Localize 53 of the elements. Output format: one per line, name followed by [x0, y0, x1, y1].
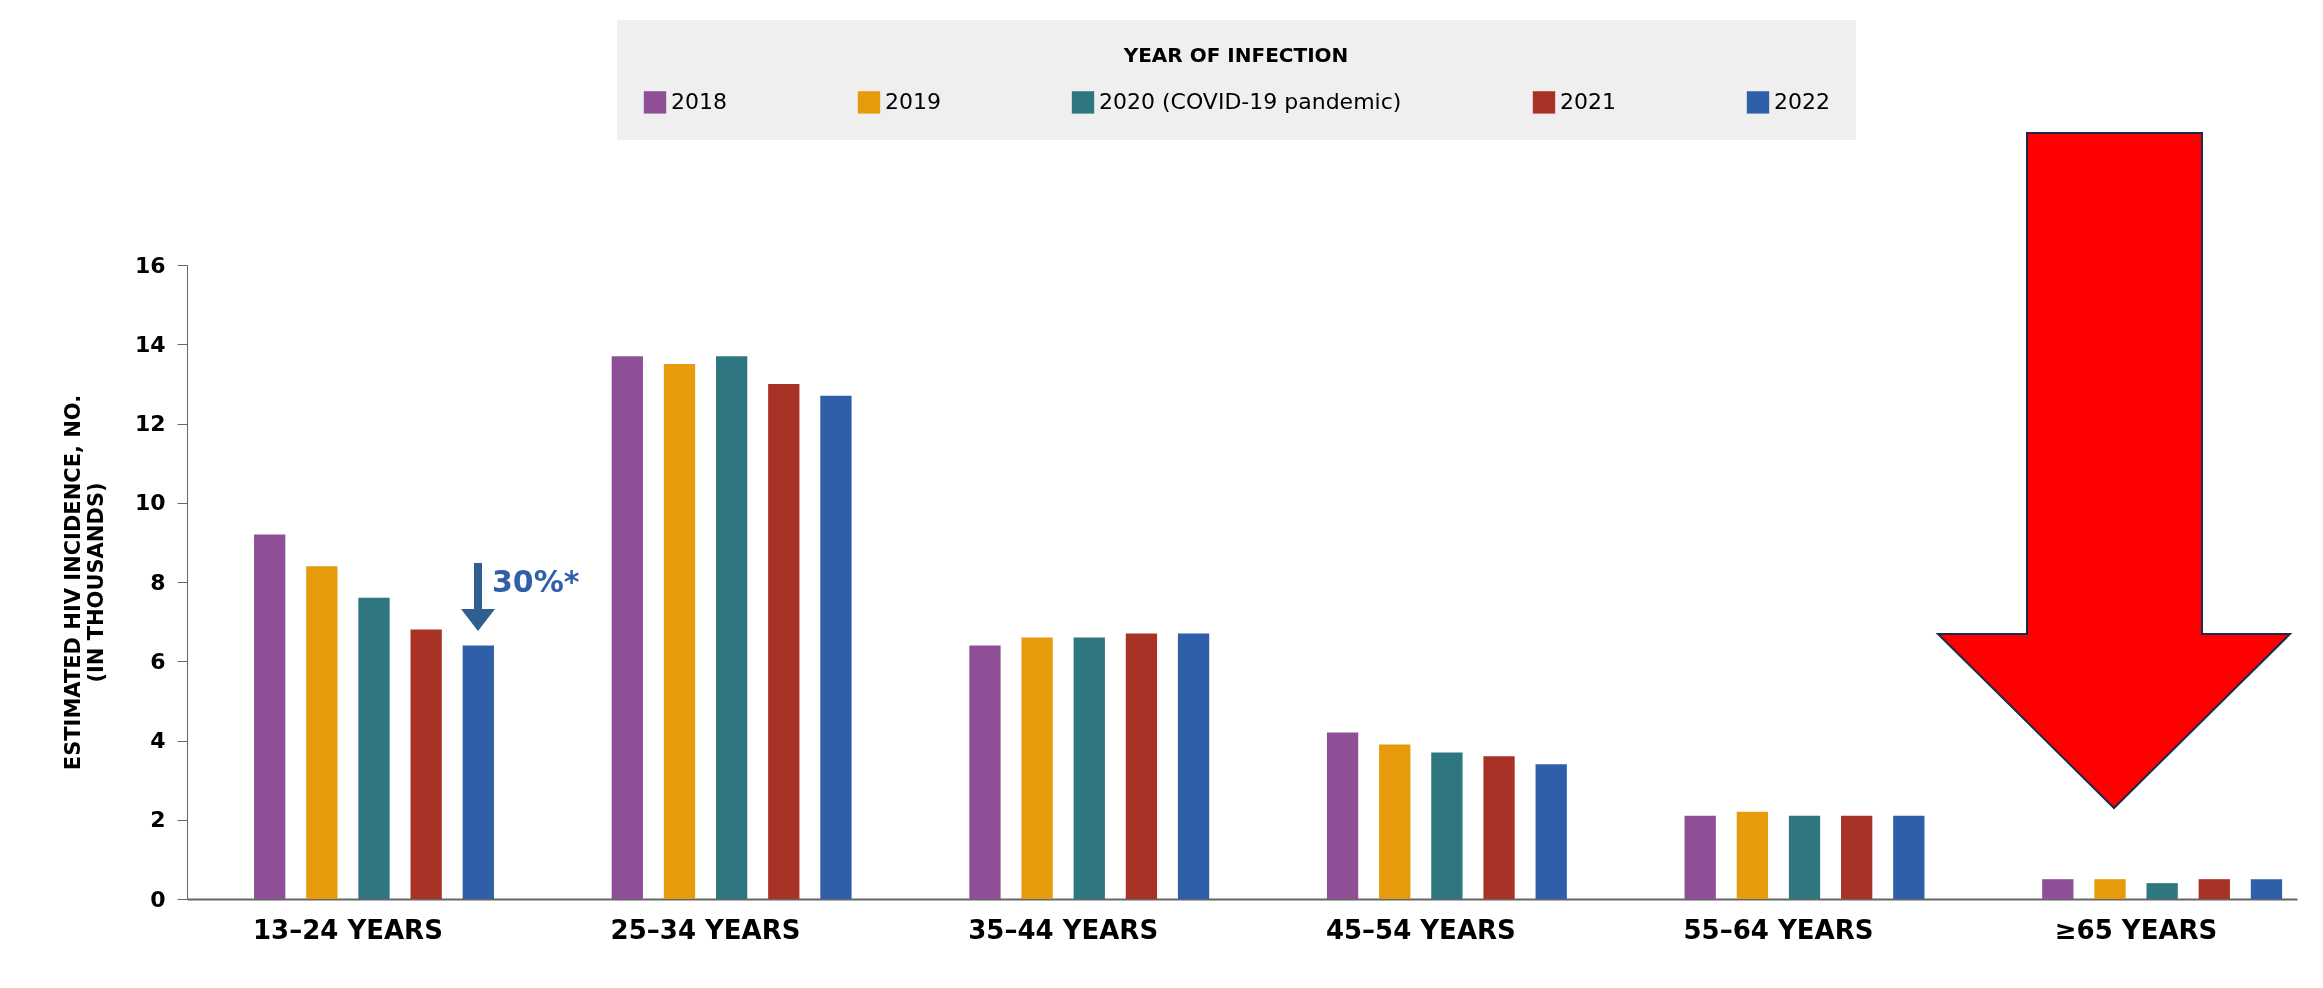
y-tick-label: 10 — [134, 490, 166, 516]
legend-label: 2020 (COVID-19 pandemic) — [1099, 89, 1402, 115]
y-axis-title: ESTIMATED HIV INCIDENCE, NO. (IN THOUSANDS) — [60, 394, 108, 771]
y-tick-label: 2 — [150, 807, 166, 833]
bar — [1177, 633, 1210, 899]
x-tick-label: 13–24 YEARS — [252, 914, 443, 945]
bar — [820, 395, 852, 899]
x-tick-label: ≥65 YEARS — [2054, 914, 2218, 945]
bar — [306, 566, 338, 899]
bar — [1431, 752, 1463, 899]
legend-label: 2018 — [671, 89, 727, 115]
bar — [1125, 633, 1158, 899]
annotation: 30%* — [492, 564, 580, 599]
bar — [2198, 879, 2230, 899]
x-tick-label: 35–44 YEARS — [968, 914, 1159, 945]
bar — [462, 645, 494, 899]
bar — [768, 383, 800, 899]
y-tick-label: 8 — [150, 569, 166, 595]
bar — [1684, 815, 1716, 899]
y-tick-label: 0 — [150, 886, 166, 912]
y-tick-label: 6 — [150, 648, 166, 674]
bar — [1379, 744, 1411, 899]
legend-label: 2021 — [1560, 89, 1616, 115]
bar — [969, 645, 1001, 899]
y-tick-label: 16 — [134, 252, 166, 278]
legend-title: YEAR OF INFECTION — [1122, 43, 1349, 67]
bar — [1788, 815, 1821, 899]
x-tick-label: 55–64 YEARS — [1683, 914, 1874, 945]
bar — [1483, 756, 1515, 899]
bar — [1073, 637, 1105, 899]
bar — [2094, 879, 2126, 899]
bar — [1535, 764, 1567, 899]
bar — [2250, 879, 2283, 899]
y-tick-label: 4 — [150, 728, 166, 753]
bar — [715, 356, 748, 899]
bar — [1021, 637, 1053, 899]
bar — [1841, 815, 1873, 899]
x-tick-label: 25–34 YEARS — [610, 914, 801, 945]
x-tick-label: 45–54 YEARS — [1325, 914, 1516, 945]
bar — [1893, 815, 1925, 899]
bar — [410, 629, 442, 899]
bar — [611, 356, 643, 899]
bar — [663, 364, 696, 899]
bar — [358, 597, 390, 899]
bar — [1326, 732, 1359, 899]
y-tick-label: 14 — [134, 331, 166, 357]
y-tick-label: 12 — [134, 411, 166, 436]
bar — [2042, 879, 2074, 899]
legend-label: 2019 — [885, 89, 941, 115]
bar — [2146, 883, 2178, 899]
bar — [1736, 811, 1769, 899]
legend-label: 2022 — [1774, 89, 1830, 115]
bar — [254, 534, 286, 899]
